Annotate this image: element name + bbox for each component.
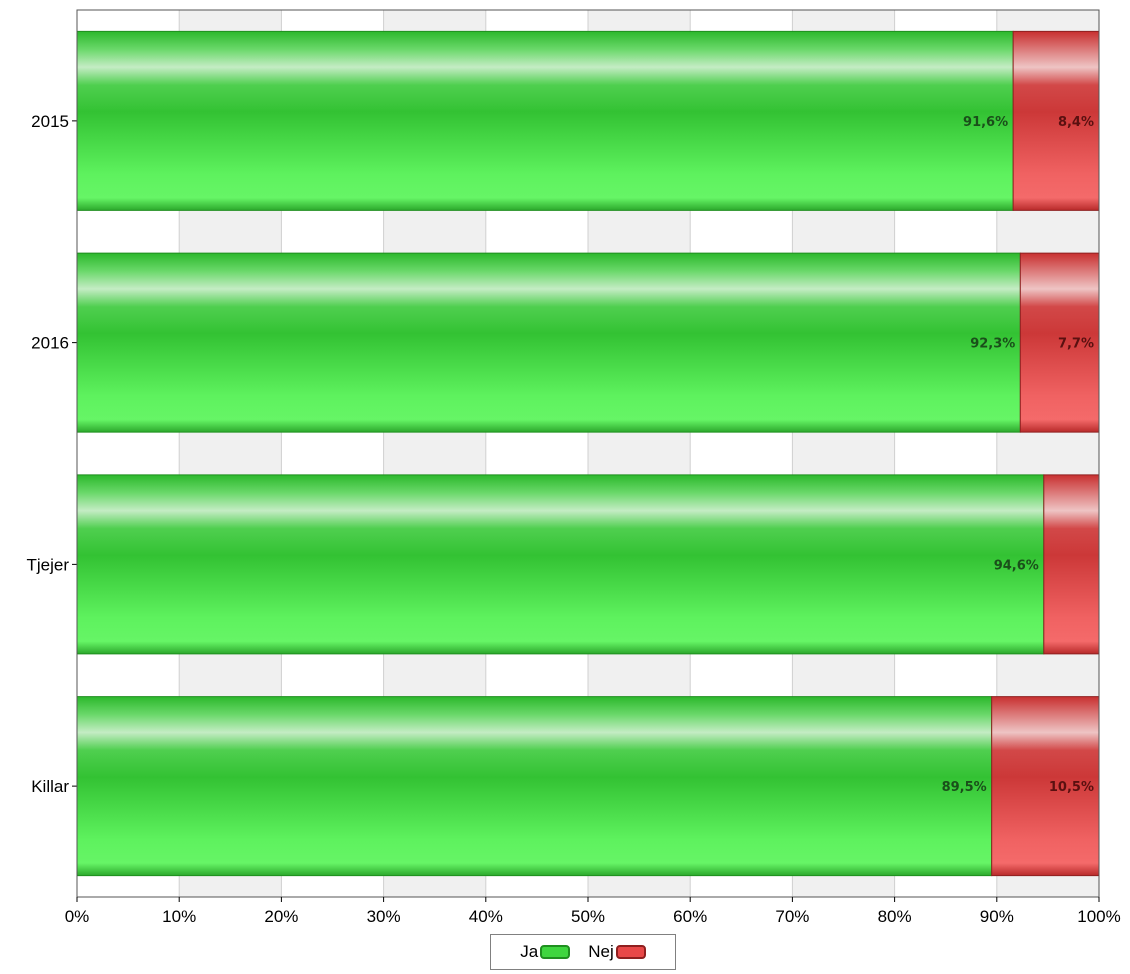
data-label-ja-killar: 89,5%	[942, 780, 987, 795]
legend-label-nej: Nej	[588, 942, 614, 961]
bar-ja-2015	[76, 30, 1014, 211]
legend-item-ja: Ja	[520, 942, 571, 962]
bar-nej-tjejer	[1043, 474, 1100, 655]
data-label-ja-2016: 92,3%	[970, 337, 1015, 352]
x-tick-label: 80%	[878, 907, 912, 926]
bars	[76, 30, 1100, 877]
legend-swatch-nej	[615, 945, 646, 959]
y-tick-label-tjejer: Tjejer	[26, 555, 69, 574]
x-tick-label: 70%	[775, 907, 809, 926]
bar-nej-killar	[991, 696, 1100, 877]
x-tick-label: 100%	[1077, 907, 1120, 926]
x-tick-label: 60%	[673, 907, 707, 926]
x-tick-label: 20%	[264, 907, 298, 926]
legend-swatch-ja	[540, 945, 571, 959]
x-tick-label: 50%	[571, 907, 605, 926]
data-label-ja-2015: 91,6%	[963, 115, 1008, 130]
bar-ja-killar	[76, 696, 993, 877]
data-label-nej-killar: 10,5%	[1049, 780, 1094, 795]
y-tick-label-2015: 2015	[31, 112, 69, 131]
bar-ja-2016	[76, 252, 1021, 433]
axes: 2015 2016 Tjejer Killar 0% 10% 20% 30% 40% 50% 60%…	[26, 9, 1121, 926]
bar-nej-2016	[1019, 252, 1100, 433]
bar-ja-tjejer	[76, 474, 1045, 655]
x-tick-label: 10%	[162, 907, 196, 926]
data-labels: 91,6% 8,4% 92,3% 7,7% 94,6% 89,5% 10,5%	[942, 115, 1094, 795]
data-label-nej-2016: 7,7%	[1058, 337, 1094, 352]
y-tick-label-2016: 2016	[31, 334, 69, 353]
legend-item-nej: Nej	[588, 942, 646, 962]
x-tick-label: 40%	[469, 907, 503, 926]
legend-label-ja: Ja	[520, 942, 539, 961]
data-label-ja-tjejer: 94,6%	[994, 558, 1039, 573]
data-label-nej-2015: 8,4%	[1058, 115, 1094, 130]
legend: Ja Nej	[490, 934, 676, 970]
x-tick-label: 90%	[980, 907, 1014, 926]
y-tick-label-killar: Killar	[31, 777, 69, 796]
x-tick-label: 0%	[65, 907, 90, 926]
x-tick-label: 30%	[367, 907, 401, 926]
